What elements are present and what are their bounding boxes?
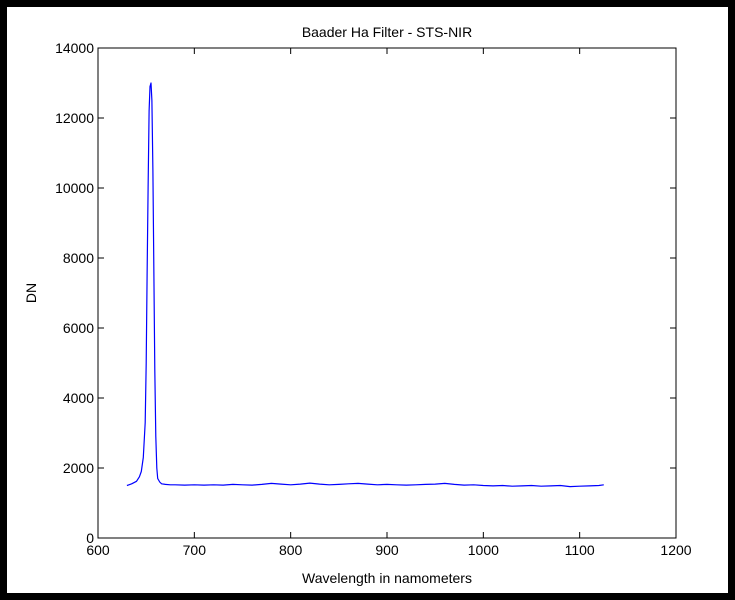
y-tick-label: 14000 — [55, 40, 94, 56]
series-layer — [126, 82, 604, 488]
y-tick-label: 2000 — [63, 460, 94, 476]
series-line — [126, 82, 604, 488]
axis-ticks: 600 700 800 900 1000 1100 12000200040006000800… — [55, 40, 692, 558]
y-tick-label: 4000 — [63, 390, 94, 406]
y-tick-label: 12000 — [55, 110, 94, 126]
x-tick-label: 600 — [86, 542, 110, 558]
y-tick-label: 8000 — [63, 250, 94, 266]
y-tick-label: 10000 — [55, 180, 94, 196]
y-tick-label: 0 — [86, 530, 94, 546]
plot-area — [97, 47, 677, 539]
x-tick-label: 1200 — [660, 542, 691, 558]
x-tick-label: 1100 — [565, 542, 595, 558]
y-tick-label: 6000 — [63, 320, 94, 336]
x-tick-label: 800 — [279, 542, 303, 558]
x-axis-title: Wavelength in namometers — [302, 570, 472, 586]
x-tick-label: 900 — [375, 542, 399, 558]
chart-title: Baader Ha Filter - STS-NIR — [302, 24, 472, 40]
y-axis-title: DN — [23, 283, 39, 303]
x-tick-label: 1000 — [468, 542, 499, 558]
x-tick-label: 700 — [183, 542, 207, 558]
